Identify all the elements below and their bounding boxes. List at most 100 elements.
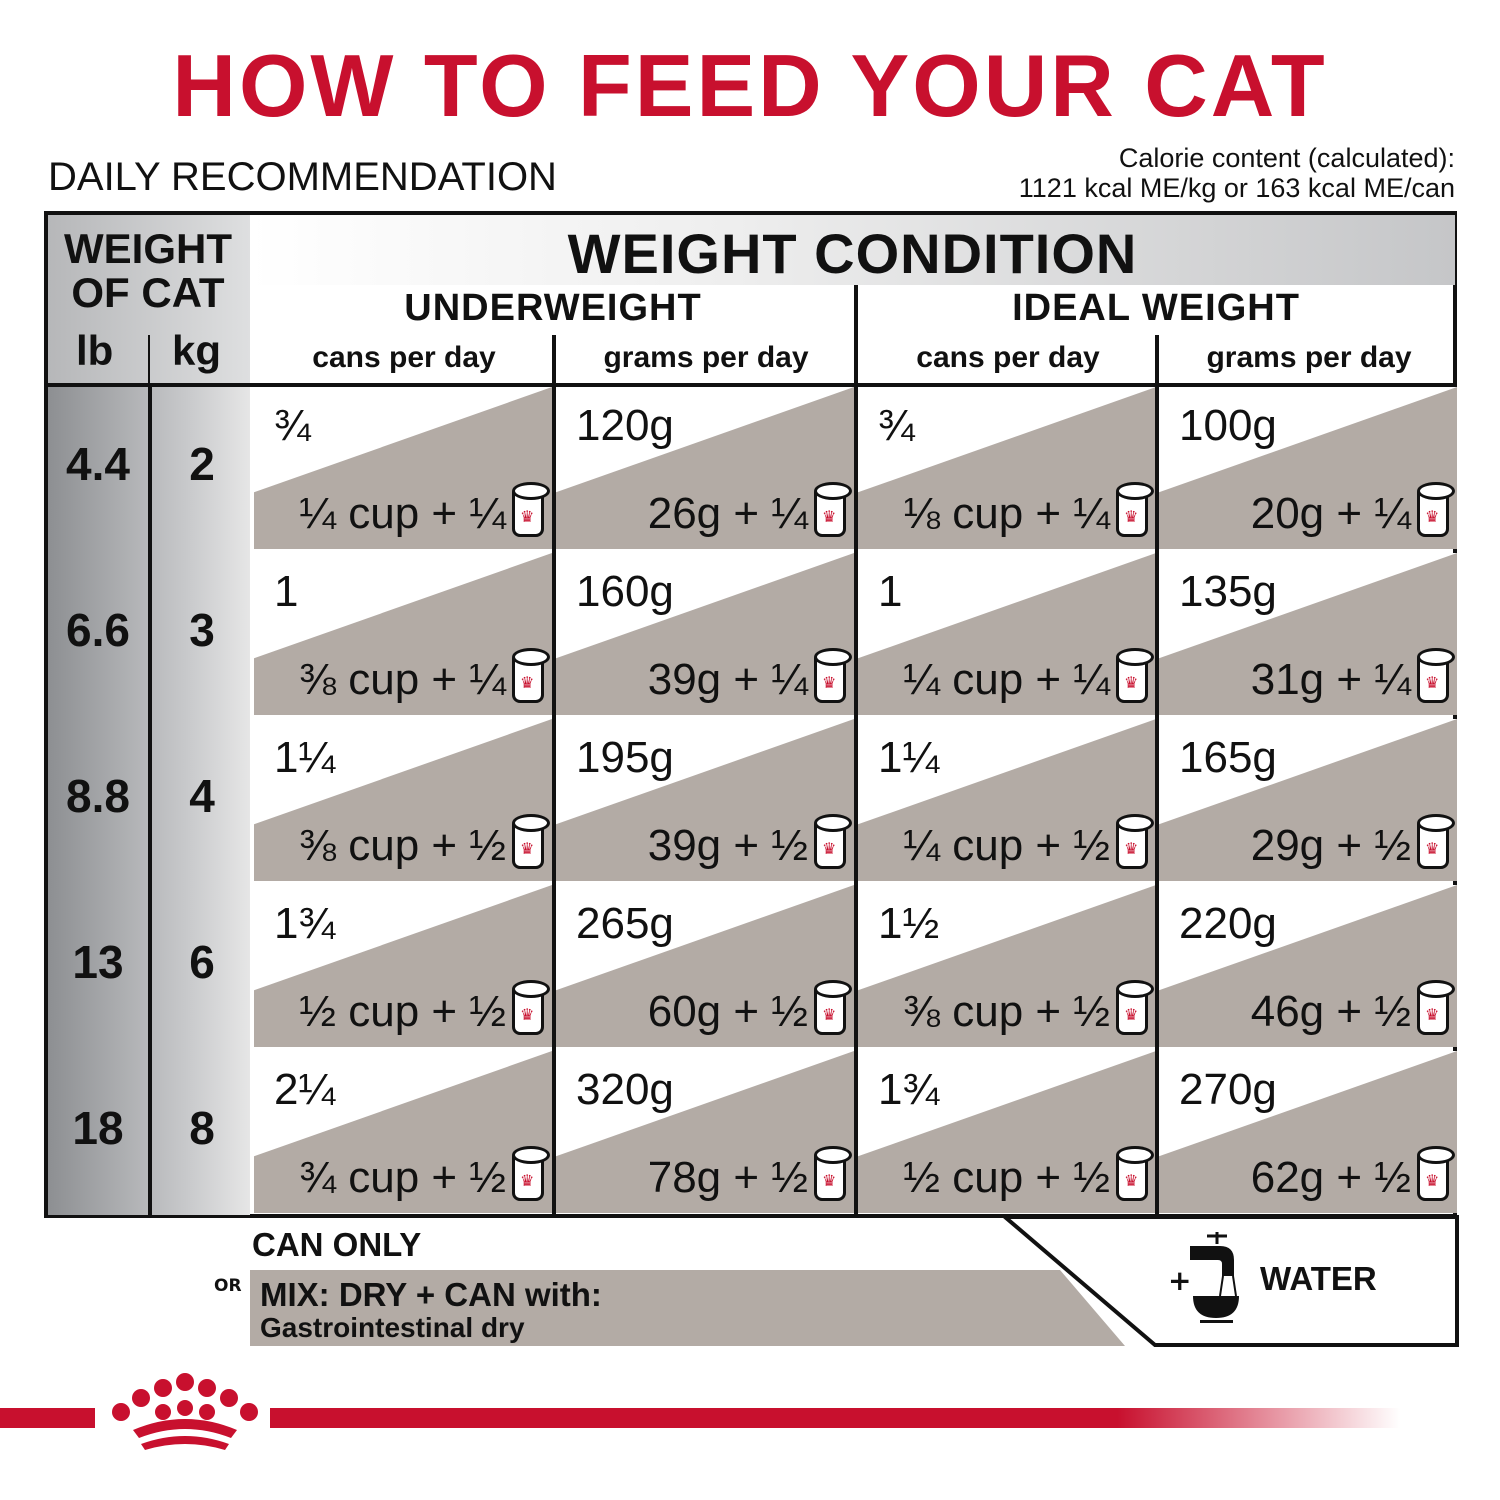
mix-amount-text: ¾ cup + ½ [299, 1153, 506, 1202]
mix-amount: 78g + ½ [647, 1146, 852, 1203]
mix-amount-text: ¼ cup + ½ [903, 821, 1110, 870]
cell-ideal-cans: ¾ ⅛ cup + ¼ [858, 387, 1156, 549]
faucet-bowl-icon [1190, 1232, 1239, 1323]
mix-amount-text: ¼ cup + ¼ [903, 655, 1110, 704]
can-only-amount: 1¾ [878, 1065, 940, 1114]
mix-amount: 62g + ½ [1250, 1146, 1455, 1203]
mix-amount-text: 78g + ½ [647, 1153, 808, 1202]
mix-amount-text: 39g + ¼ [647, 655, 808, 704]
can-only-amount: 1 [878, 567, 903, 616]
can-only-amount: 100g [1179, 401, 1277, 450]
mix-amount: 60g + ½ [647, 980, 852, 1037]
mix-amount-text: ½ cup + ½ [903, 1153, 1110, 1202]
can-only-amount: 195g [576, 733, 674, 782]
weight-kg: 4 [189, 770, 215, 822]
can-only-amount: 1¼ [274, 733, 336, 782]
mix-amount: 39g + ½ [647, 814, 852, 871]
lb-kg-header-divider [148, 335, 150, 383]
red-rule-left [0, 1408, 95, 1428]
can-icon [1116, 814, 1154, 869]
cell-ideal-grams: 135g 31g + ¼ [1159, 553, 1457, 715]
can-only-amount: 1½ [878, 899, 940, 948]
condition-band [250, 215, 1455, 285]
page-title: HOW TO FEED YOUR CAT [172, 36, 1328, 135]
cell-underweight-cans: 1¾ ½ cup + ½ [254, 885, 552, 1047]
can-icon [1116, 648, 1154, 703]
mix-amount-text: 29g + ½ [1250, 821, 1411, 870]
mix-amount-text: 31g + ¼ [1250, 655, 1411, 704]
cell-ideal-grams: 100g 20g + ¼ [1159, 387, 1457, 549]
mix-amount: ¼ cup + ¼ [903, 648, 1154, 705]
weight-kg: 6 [189, 936, 215, 988]
cell-underweight-grams: 320g 78g + ½ [556, 1051, 854, 1213]
mix-amount-text: 62g + ½ [1250, 1153, 1411, 1202]
can-icon [1417, 980, 1455, 1035]
can-only-amount: 135g [1179, 567, 1277, 616]
cell-ideal-cans: 1½ ⅜ cup + ½ [858, 885, 1156, 1047]
can-icon [814, 648, 852, 703]
water-label: WATER [1260, 1260, 1377, 1297]
cell-ideal-grams: 270g 62g + ½ [1159, 1051, 1457, 1213]
subheader-cans: cans per day [916, 341, 1100, 374]
mix-amount: ⅛ cup + ¼ [903, 482, 1154, 539]
cell-ideal-cans: 1¾ ½ cup + ½ [858, 1051, 1156, 1213]
can-icon [1116, 1146, 1154, 1201]
mix-amount: ¼ cup + ¼ [299, 482, 550, 539]
subheader-grams: grams per day [1206, 341, 1412, 374]
mix-amount-text: 46g + ½ [1250, 987, 1411, 1036]
royal-canin-crown-logo [112, 1373, 258, 1450]
weight-lb: 8.8 [66, 770, 130, 822]
mix-amount: ⅜ cup + ½ [299, 814, 550, 871]
cell-underweight-grams: 265g 60g + ½ [556, 885, 854, 1047]
mix-product: Gastrointestinal dry [260, 1312, 525, 1343]
can-only-amount: 120g [576, 401, 674, 450]
mix-amount: ¼ cup + ½ [903, 814, 1154, 871]
weight-of-cat-header: WEIGHT OF CAT [64, 225, 232, 316]
mix-amount: ½ cup + ½ [299, 980, 550, 1037]
feeding-table: WEIGHT OF CAT lb kg WEIGHT CONDITION UND… [44, 211, 1457, 1218]
can-only-amount: 220g [1179, 899, 1277, 948]
can-only-amount: 1 [274, 567, 299, 616]
can-only-label: CAN ONLY [252, 1226, 422, 1263]
lb-header: lb [76, 327, 114, 374]
weight-kg: 2 [189, 438, 215, 490]
can-icon [1116, 482, 1154, 537]
can-only-amount: 265g [576, 899, 674, 948]
kg-header: kg [172, 327, 222, 374]
col-divider [1155, 335, 1159, 1215]
can-icon [512, 1146, 550, 1201]
mix-amount: ¾ cup + ½ [299, 1146, 550, 1203]
cell-underweight-grams: 195g 39g + ½ [556, 719, 854, 881]
can-icon [512, 980, 550, 1035]
can-only-amount: ¾ [878, 401, 915, 450]
mix-amount: 39g + ¼ [647, 648, 852, 705]
cell-ideal-grams: 165g 29g + ½ [1159, 719, 1457, 881]
can-only-amount: 1¼ [878, 733, 940, 782]
subheader-cans: cans per day [312, 341, 496, 374]
cell-ideal-grams: 220g 46g + ½ [1159, 885, 1457, 1047]
mix-amount-text: ¼ cup + ¼ [299, 489, 506, 538]
lb-kg-divider [148, 383, 152, 1215]
mix-amount-text: ⅜ cup + ½ [903, 987, 1110, 1036]
subheader-grams: grams per day [603, 341, 809, 374]
mix-amount-text: 39g + ½ [647, 821, 808, 870]
mix-amount-text: ⅜ cup + ½ [299, 821, 506, 870]
group-ideal-weight: IDEAL WEIGHT [1012, 287, 1300, 329]
water-plus: + [1168, 1264, 1192, 1297]
can-only-amount: 160g [576, 567, 674, 616]
cell-underweight-cans: 1 ⅜ cup + ¼ [254, 553, 552, 715]
mix-amount: 26g + ¼ [648, 482, 852, 539]
mix-amount-text: 20g + ¼ [1250, 489, 1411, 538]
mix-amount: 20g + ¼ [1250, 482, 1455, 539]
can-icon [1417, 1146, 1455, 1201]
mix-amount: ½ cup + ½ [903, 1146, 1154, 1203]
cell-underweight-grams: 120g 26g + ¼ [556, 387, 854, 549]
can-icon [512, 648, 550, 703]
can-icon [814, 980, 852, 1035]
can-only-amount: 2¼ [274, 1065, 336, 1114]
mix-amount-text: ½ cup + ½ [299, 987, 506, 1036]
mix-amount-text: 60g + ½ [647, 987, 808, 1036]
weight-lb: 6.6 [66, 604, 130, 656]
can-icon [1417, 814, 1455, 869]
calorie-content: Calorie content (calculated): 1121 kcal … [1019, 143, 1455, 203]
